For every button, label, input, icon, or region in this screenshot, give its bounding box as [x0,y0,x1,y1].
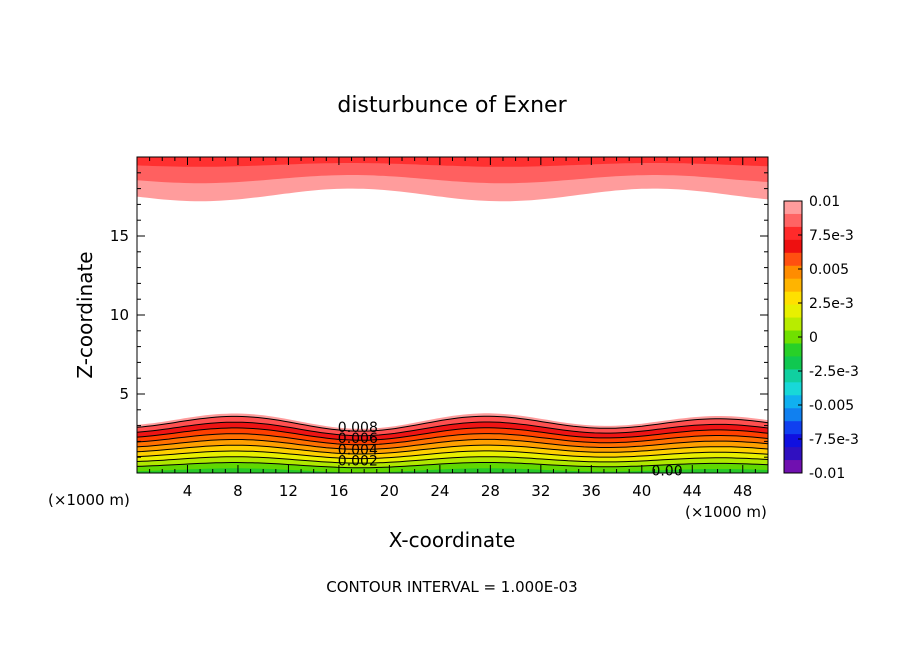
footer-contour-interval: CONTOUR INTERVAL = 1.000E-03 [326,578,577,596]
colorbar-cell [784,369,802,383]
y-axis: 5 10 15 [110,227,768,403]
colorbar-cell [784,421,802,435]
colorbar-cell [784,239,802,254]
colorbar: 0.01 7.5e-3 0.005 2.5e-3 0 -2.5e-3 -0.005 -7.5e… [783,194,859,482]
colorbar-tick-label: 0 [809,330,818,346]
colorbar-tick-label: 0.005 [809,262,849,278]
x-tick-label: 4 [183,482,193,500]
contour-label: 0.006 [338,431,378,447]
x-tick-label: 8 [233,482,243,500]
colorbar-tick-label: 0.01 [809,194,840,210]
x-unit-left: (×1000 m) [48,491,130,509]
x-tick-label: 44 [683,482,702,500]
colorbar-cell [784,408,802,422]
x-tick-label: 48 [733,482,752,500]
x-tick-label: 40 [632,482,651,500]
colorbar-labels: 0.01 7.5e-3 0.005 2.5e-3 0 -2.5e-3 -0.005 -7.5e… [798,194,859,482]
top-band [137,157,768,167]
colorbar-cell [784,317,802,332]
colorbar-cell [784,460,802,474]
contour-label: 0.008 [338,420,378,436]
colorbar-tick-label: 7.5e-3 [809,228,854,244]
y-tick-label: 5 [119,385,129,403]
colorbar-cell [784,434,802,448]
colorbar-cell [784,382,802,396]
colorbar-tick-label: -7.5e-3 [809,432,859,448]
colorbar-cell [784,291,802,306]
contour-line [136,444,769,455]
colorbar-tick-label: -2.5e-3 [809,364,859,380]
x-tick-label: 16 [329,482,348,500]
colorbar-cell [784,226,802,241]
minor-ticks [137,157,768,473]
x-tick-label: 32 [531,482,550,500]
x-axis-label: X-coordinate [389,528,516,552]
contour-line [136,438,769,450]
x-tick-label: 24 [430,482,449,500]
x-tick-label: 28 [481,482,500,500]
x-unit-right: (×1000 m) [685,503,767,521]
colorbar-cell [784,213,802,228]
colorbar-cell [784,330,802,344]
colorbar-tick-label: -0.005 [809,398,854,414]
colorbar-cell [784,201,802,215]
colorbar-cells [784,201,802,474]
contour-line [136,456,769,464]
x-tick-label: 12 [279,482,298,500]
x-tick-label: 20 [380,482,399,500]
contour-line [136,433,769,446]
x-axis: 4 8 12 16 20 24 28 32 36 40 44 48 [183,157,752,500]
contour-line [136,462,769,469]
colorbar-tick-label: 2.5e-3 [809,296,854,312]
colorbar-tick-label: -0.01 [809,466,845,482]
colorbar-cell [784,252,802,267]
contour-line [136,450,769,460]
x-tick-label: 36 [582,482,601,500]
y-axis-label: Z-coordinate [73,251,97,378]
colorbar-cell [784,304,802,319]
colorbar-cell [784,265,802,280]
colorbar-cell [784,356,802,370]
y-tick-label: 15 [110,227,129,245]
contour-lines [136,415,769,469]
colorbar-cell [784,395,802,409]
y-tick-label: 10 [110,306,129,324]
contour-label: 0.004 [338,442,378,458]
contour-line [136,421,769,437]
colorbar-cell [784,278,802,293]
contour-line [136,427,769,441]
chart-title: disturbunce of Exner [337,93,567,118]
contour-label: 0.002 [338,453,378,469]
contour-line [136,415,769,432]
colorbar-cell [784,447,802,461]
colorbar-cell [784,343,802,357]
top-layer-bands [137,157,768,202]
